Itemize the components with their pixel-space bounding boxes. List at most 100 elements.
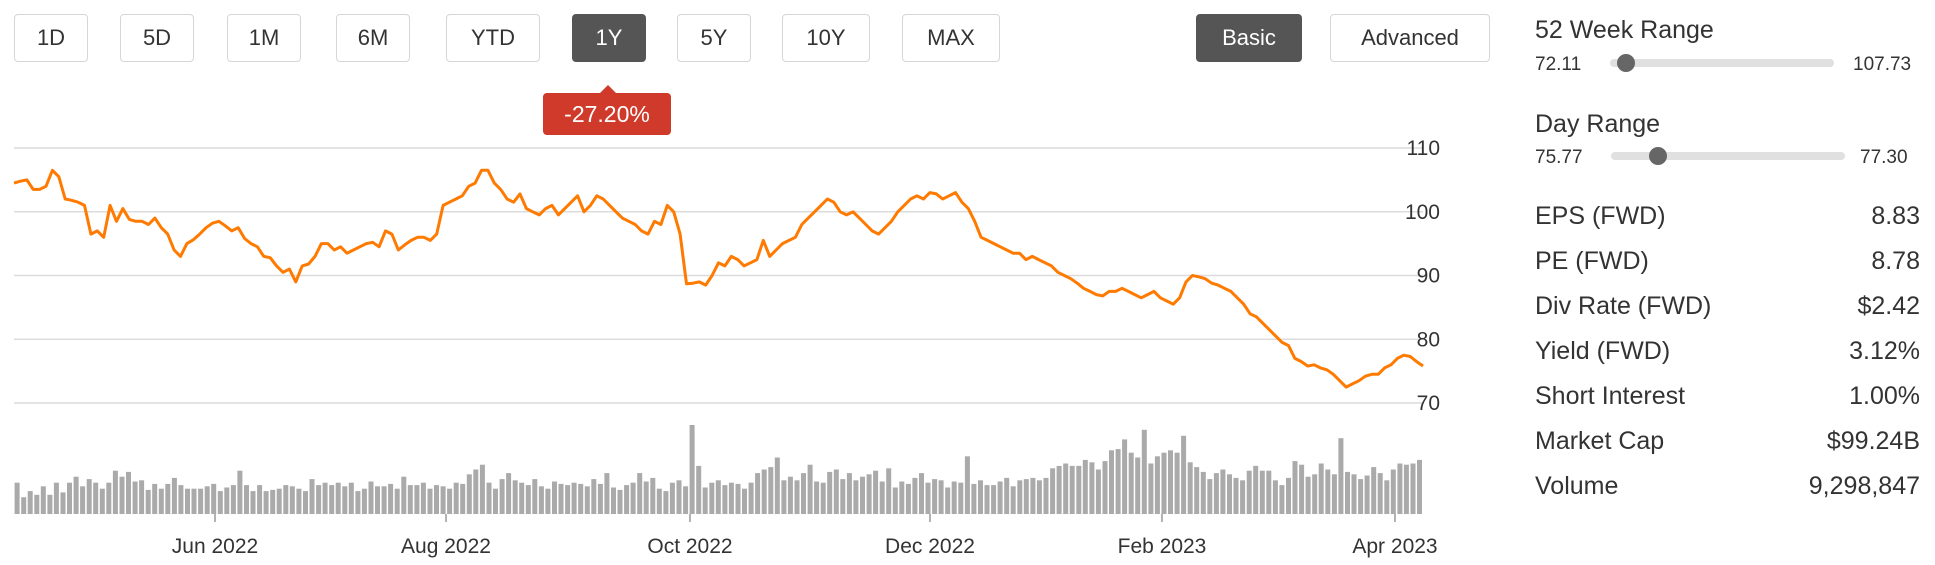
volume-bar xyxy=(257,485,263,514)
volume-bar xyxy=(276,488,282,514)
volume-bar xyxy=(774,457,780,514)
volume-bar xyxy=(244,485,249,514)
volume-bar xyxy=(67,482,72,514)
volume-bar xyxy=(932,479,938,514)
volume-bar xyxy=(840,479,846,514)
volume-bar xyxy=(617,489,623,514)
volume-bar xyxy=(820,482,826,514)
volume-bar xyxy=(303,491,308,514)
volume-bar xyxy=(866,474,872,514)
volume-bar xyxy=(565,485,571,514)
volume-bar xyxy=(1122,439,1128,514)
volume-bar xyxy=(21,497,27,514)
y-tick-label: 80 xyxy=(1417,328,1440,351)
stat-label-pe: PE (FWD) xyxy=(1535,247,1649,275)
volume-bar xyxy=(401,476,407,514)
volume-bar xyxy=(525,485,531,514)
volume-bar xyxy=(873,470,879,514)
y-axis-ticks: 110 100 90 80 70 xyxy=(1405,137,1440,415)
volume-bar xyxy=(473,469,479,514)
range-button-1y[interactable]: 1Y xyxy=(572,14,646,62)
x-tick-label: Oct 2022 xyxy=(647,535,732,558)
range-button-6m[interactable]: 6M xyxy=(336,14,410,62)
volume-bar xyxy=(1272,480,1278,514)
volume-bar xyxy=(676,480,682,514)
advanced-view-button[interactable]: Advanced xyxy=(1330,14,1490,62)
volume-bar xyxy=(191,488,197,514)
y-tick-label: 100 xyxy=(1405,201,1440,224)
volume-bar xyxy=(958,482,964,514)
volume-bar xyxy=(794,480,800,514)
volume-bar xyxy=(1095,469,1101,514)
range-button-5y[interactable]: 5Y xyxy=(677,14,751,62)
volume-bar xyxy=(1063,463,1069,514)
range-button-max[interactable]: MAX xyxy=(902,14,1000,62)
volume-bar xyxy=(145,489,151,514)
volume-bar xyxy=(1017,480,1023,514)
volume-bar xyxy=(761,469,767,514)
price-line xyxy=(13,168,1424,389)
volume-bar xyxy=(60,492,66,514)
volume-bar xyxy=(1174,452,1180,514)
volume-bar xyxy=(427,488,433,514)
volume-bar xyxy=(14,482,20,514)
volume-bar xyxy=(1076,465,1082,514)
volume-bar xyxy=(1148,463,1154,514)
x-tick-label: Apr 2023 xyxy=(1352,535,1437,558)
volume-bar xyxy=(40,486,46,514)
volume-bar xyxy=(1371,467,1377,514)
volume-bar xyxy=(1397,463,1403,514)
x-tick-label: Aug 2022 xyxy=(401,535,491,558)
volume-bar xyxy=(348,482,354,514)
volume-bar xyxy=(73,476,79,514)
volume-bar xyxy=(925,482,931,514)
volume-bar xyxy=(853,480,859,514)
volume-bar xyxy=(846,473,852,514)
volume-bar xyxy=(833,469,839,514)
range-button-1d[interactable]: 1D xyxy=(14,14,88,62)
range-button-1m[interactable]: 1M xyxy=(227,14,301,62)
volume-bar xyxy=(938,480,944,514)
volume-bar xyxy=(630,482,636,514)
volume-bar xyxy=(1135,457,1141,514)
volume-bar xyxy=(198,488,204,514)
range-button-5d[interactable]: 5D xyxy=(120,14,194,62)
volume-bar xyxy=(748,482,754,514)
stat-value-volume: 9,298,847 xyxy=(1808,472,1920,500)
volume-bar xyxy=(669,482,675,514)
y-tick-label: 70 xyxy=(1417,392,1440,415)
basic-view-button[interactable]: Basic xyxy=(1196,14,1302,62)
volume-bar xyxy=(709,482,715,514)
week52-range-label: 52 Week Range xyxy=(1535,16,1714,44)
week52-marker xyxy=(1617,54,1636,72)
volume-bar xyxy=(611,487,616,514)
stat-value-market-cap: $99.24B xyxy=(1826,427,1920,455)
volume-bar xyxy=(984,485,990,514)
volume-bar xyxy=(558,483,564,514)
volume-bar xyxy=(578,483,584,514)
volume-bar xyxy=(185,488,190,514)
volume-bar xyxy=(971,483,977,514)
range-button-ytd[interactable]: YTD xyxy=(446,14,540,62)
volume-bar xyxy=(178,485,184,514)
volume-bar xyxy=(1109,450,1114,514)
volume-bar xyxy=(1325,469,1331,514)
volume-bar xyxy=(1168,450,1173,514)
volume-bars xyxy=(14,425,1422,514)
week52-slider xyxy=(1610,59,1834,67)
volume-bar xyxy=(1004,477,1010,514)
stat-label-yield: Yield (FWD) xyxy=(1535,337,1671,365)
volume-bar xyxy=(309,479,315,514)
day-range-label: Day Range xyxy=(1535,110,1661,138)
week52-high: 107.73 xyxy=(1853,54,1912,75)
volume-bar xyxy=(584,486,590,514)
volume-bar xyxy=(224,487,230,514)
volume-bar xyxy=(283,485,289,514)
stat-label-market-cap: Market Cap xyxy=(1535,427,1665,455)
volume-bar xyxy=(1141,429,1147,514)
week52-low: 72.11 xyxy=(1535,54,1582,75)
range-button-10y[interactable]: 10Y xyxy=(782,14,870,62)
volume-bar xyxy=(158,488,164,514)
volume-bar xyxy=(1292,461,1298,514)
volume-bar xyxy=(1030,477,1036,514)
